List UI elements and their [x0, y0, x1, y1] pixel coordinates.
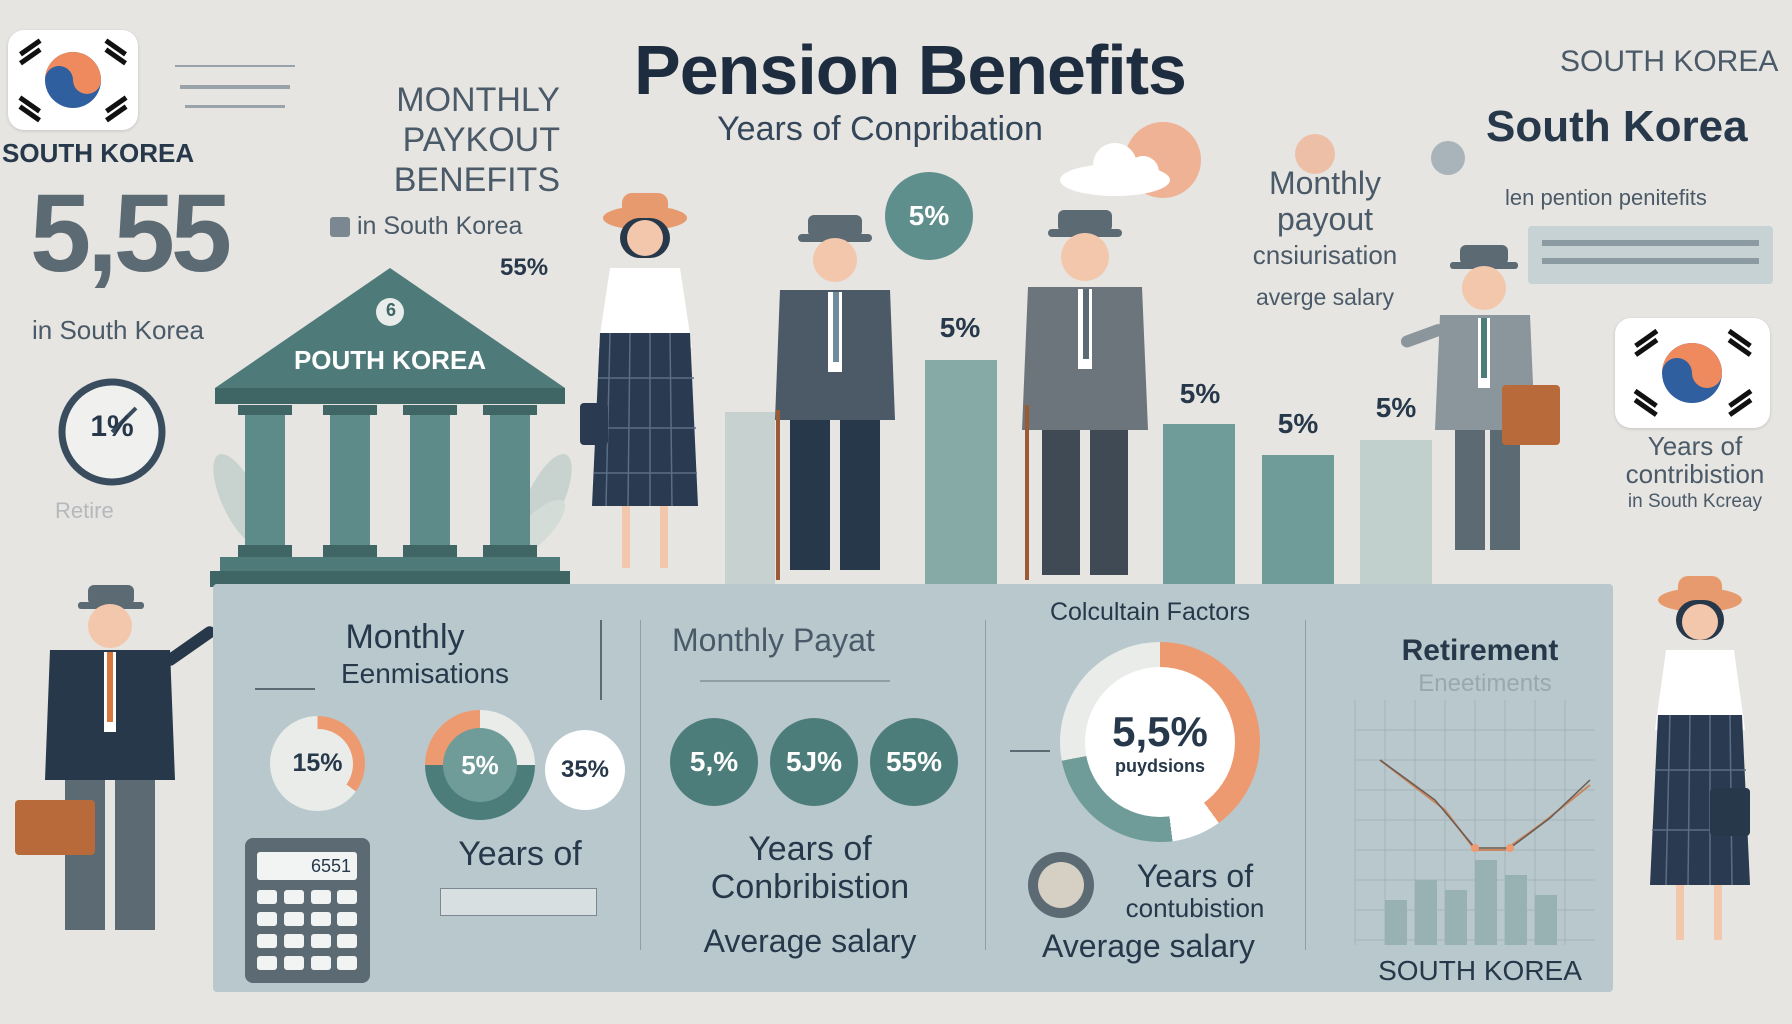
woman-presenting-figure-icon	[1650, 576, 1750, 940]
monthly-payout-line2: PAYKOUT	[402, 121, 560, 159]
big-number: 5,55	[30, 172, 232, 295]
korea-flag-right	[1615, 318, 1770, 428]
section3-donut-caption: puydsions	[1114, 755, 1205, 776]
section2-rule	[700, 680, 890, 682]
old-man-figure-1-icon	[775, 215, 895, 580]
chart-bar-3	[1163, 424, 1235, 584]
panel-separator-3	[1305, 620, 1306, 950]
bank-building-icon	[210, 268, 572, 587]
badge-icon	[330, 217, 350, 238]
ring-2-value: 5%	[443, 728, 517, 802]
payout-right-line3: cnsiurisation	[1252, 240, 1398, 270]
bar-label-3: 5%	[1179, 378, 1221, 409]
cloud-sun-icon	[1060, 122, 1201, 198]
panel-separator-2	[985, 620, 986, 950]
section2-captions: Years of Conbribistion Average salary	[680, 830, 940, 960]
section4-title: Retirement	[1401, 634, 1559, 667]
monthly-payout-percent: 55%	[500, 254, 549, 281]
section3-donut-center: 5,5% puydsions	[1085, 667, 1235, 817]
right-small-heading: SOUTH KOREA	[1560, 45, 1779, 78]
old-man-figure-2-icon	[1022, 210, 1148, 580]
taegukgi-icon	[18, 38, 128, 123]
chart-bar-4	[1262, 455, 1334, 584]
chart-bar-2	[925, 360, 997, 584]
section3-donut-value: 5,5%	[1112, 707, 1208, 755]
dash-1	[255, 688, 315, 690]
clock-text: 1%	[90, 410, 134, 443]
right-caption: len pention penitefits	[1505, 185, 1707, 210]
monthly-payout-right: Monthly payout cnsiurisation averge sala…	[1230, 165, 1420, 315]
ring-1: 15%	[270, 716, 365, 811]
monthly-payout-caption-text: in South Korea	[356, 212, 523, 240]
section2-title: Monthly Payat	[672, 622, 875, 658]
ring-3: 35%	[545, 730, 625, 810]
bar-label-2: 5%	[939, 312, 981, 343]
monthly-payout-line1: MONTHLY	[396, 81, 560, 119]
flag-caption-right: Years of contribistion in South Kcreay	[1600, 432, 1790, 516]
payout-right-line2: payout	[1276, 201, 1374, 237]
clock-caption: Retire	[55, 498, 114, 523]
bar-label-4: 5%	[1277, 408, 1319, 439]
right-large-heading: South Korea	[1486, 102, 1748, 151]
section3-caption-2: contubistion	[1125, 893, 1265, 923]
monthly-payout-line3: BENEFITS	[393, 161, 560, 199]
payout-right-line4: averge salary	[1255, 284, 1395, 310]
payout-right-line1: Monthly	[1268, 165, 1382, 201]
dash-3	[1010, 750, 1050, 752]
bar-label-5: 5%	[1375, 392, 1417, 423]
section3-caption-1: Years of	[1136, 858, 1254, 894]
page-subtitle: Years of Conpribation	[717, 110, 1043, 148]
section2-caption-1: Years of	[748, 830, 872, 868]
info-box	[1528, 226, 1773, 284]
section1-caption: Years of	[458, 835, 582, 873]
line-chart-graphic	[1354, 700, 1595, 945]
drop-icon	[1431, 141, 1465, 175]
dash-2	[600, 620, 602, 700]
section2-badge-2: 5J%	[770, 718, 858, 806]
coin-icon	[1028, 852, 1094, 918]
flag-caption-right-3: in South Kcreay	[1627, 491, 1763, 512]
ring-2: 5%	[425, 710, 535, 820]
section1-title: Monthly	[345, 618, 465, 656]
section2-caption-2: Conbribistion	[710, 868, 910, 906]
big-number-caption: in South Korea	[32, 315, 205, 345]
page-title: Pension Benefits	[634, 31, 1187, 109]
sun-icon	[1295, 134, 1335, 174]
section1-subtitle: Eenmisations	[340, 658, 510, 689]
section3-donut: 5,5% puydsions	[1060, 642, 1260, 842]
section3-title: Colcultain Factors	[1049, 598, 1251, 626]
clock-icon	[58, 378, 166, 486]
section1-placeholder-bar	[440, 888, 597, 916]
top-badge: 5%	[885, 172, 973, 260]
korea-flag-left	[8, 30, 138, 130]
bar-background	[725, 412, 775, 584]
calculator-icon: 6551	[245, 838, 370, 983]
monthly-payout-caption: in South Korea	[330, 212, 522, 241]
section4-subtitle: Eneetiments	[1418, 670, 1552, 697]
flag-caption-right-2: contribistion	[1625, 459, 1765, 489]
section2-badge-3: 55%	[870, 718, 958, 806]
ring-1-value: 15%	[282, 728, 353, 799]
section2-badge-1: 5,%	[670, 718, 758, 806]
section3-captions: Years of contubistion	[1090, 860, 1300, 924]
building-emblem: 6	[385, 300, 396, 320]
decorative-dots	[175, 65, 295, 108]
panel-separator-1	[640, 620, 641, 950]
taegukgi-icon	[1633, 328, 1753, 417]
woman-figure-icon	[580, 193, 698, 568]
man-presenting-figure-icon	[15, 585, 216, 930]
monthly-payout-block: MONTHLY PAYKOUT BENEFITS	[360, 80, 560, 200]
calculator-display: 6551	[257, 852, 357, 880]
flag-caption-right-1: Years of	[1647, 431, 1743, 461]
man-briefcase-figure-icon	[1400, 245, 1560, 550]
calculator-keys	[257, 890, 357, 970]
section4-footer: SOUTH KOREA	[1378, 955, 1582, 986]
section2-caption-3: Average salary	[703, 923, 917, 959]
chart-bar-5	[1360, 440, 1432, 584]
section3-caption-3: Average salary	[1042, 928, 1255, 964]
building-label: POUTH KOREA	[293, 345, 487, 375]
flag-caption-left: SOUTH KOREA	[2, 138, 195, 168]
